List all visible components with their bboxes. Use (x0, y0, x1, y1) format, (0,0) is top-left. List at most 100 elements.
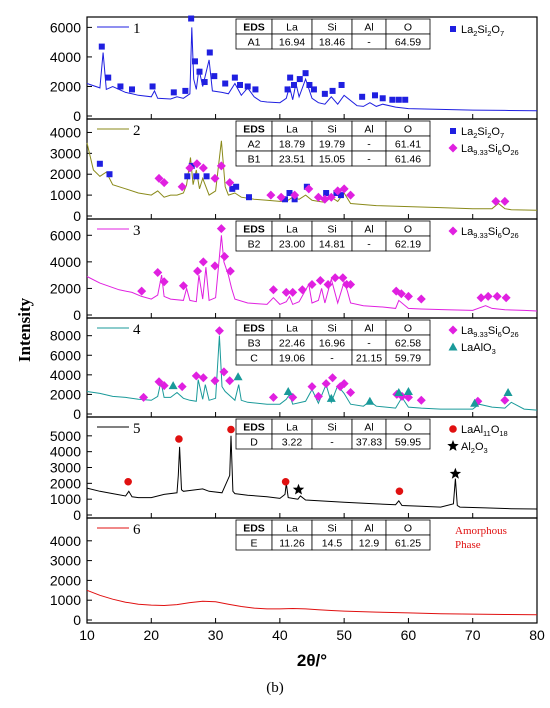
peak-marker-LaAlO3 (394, 387, 404, 396)
panel-6: 0 1000 2000 3000 4000 6 EDS La Si Al O E 11.26 14.5 12… (50, 517, 538, 628)
eds-value-cell: A2 (248, 139, 261, 151)
formula-text: O (491, 424, 500, 436)
legend-marker-La933Si6O26 (448, 226, 458, 236)
y-tick-label: 3000 (50, 145, 81, 161)
peak-marker-La933Si6O26 (216, 224, 226, 234)
series-line-4 (86, 335, 538, 411)
sample-label: 6 (133, 522, 141, 538)
y-tick-label: 4000 (50, 367, 81, 383)
eds-value-cell: 12.9 (359, 538, 380, 550)
y-tick-label: 5000 (50, 428, 81, 444)
y-tick-label: 4000 (50, 444, 81, 460)
legend-marker-La933Si6O26 (448, 325, 458, 335)
eds-header-cell: O (404, 323, 412, 335)
peak-marker-La933Si6O26 (268, 285, 278, 295)
y-tick-label: 1000 (50, 592, 81, 608)
peak-marker-La2Si2O7 (252, 86, 259, 93)
amorphous-label: Phase (455, 539, 481, 551)
eds-value-cell: - (330, 437, 334, 449)
formula-text: LaAl (461, 424, 483, 436)
peak-marker-La933Si6O26 (178, 281, 188, 291)
peak-marker-La933Si6O26 (297, 285, 307, 295)
eds-value-cell: 11.26 (279, 538, 305, 550)
peak-marker-La2Si2O7 (237, 81, 243, 88)
x-tick-label: 10 (79, 627, 95, 643)
y-tick-label: 2000 (50, 572, 81, 588)
eds-value-cell: 59.95 (395, 437, 421, 449)
peak-marker-Al2O3 (449, 467, 462, 479)
eds-value-cell: 19.06 (279, 353, 305, 365)
peak-marker-La2Si2O7 (395, 96, 402, 103)
series-line-2 (86, 140, 538, 211)
y-tick-label: 0 (73, 406, 81, 422)
formula-text: O (502, 226, 511, 238)
peak-marker-La933Si6O26 (346, 279, 356, 289)
peak-marker-La2Si2O7 (222, 80, 229, 87)
formula-text: Si (488, 226, 498, 238)
legend-marker-Al2O3 (447, 440, 459, 451)
eds-header-cell: Si (327, 22, 336, 34)
peak-marker-La2Si2O7 (244, 83, 251, 90)
eds-header-cell: Al (364, 422, 373, 434)
peak-marker-La2Si2O7 (231, 74, 238, 81)
peak-marker-La933Si6O26 (307, 279, 317, 289)
x-tick-label: 30 (208, 627, 224, 643)
formula-subscript: 3 (484, 446, 488, 455)
legend-marker-LaAl11O18 (449, 425, 457, 433)
peak-marker-La933Si6O26 (225, 376, 235, 386)
peak-marker-La933Si6O26 (177, 182, 187, 192)
peak-marker-La933Si6O26 (476, 293, 486, 303)
legend-marker-La2Si2O7 (450, 26, 456, 32)
formula-subscript: 6 (498, 330, 502, 339)
peak-marker-La2Si2O7 (188, 15, 195, 22)
y-tick-label: 2000 (50, 78, 81, 94)
peak-marker-LaAl11O18 (175, 435, 183, 443)
y-tick-label: 0 (73, 507, 81, 523)
peak-marker-La933Si6O26 (403, 291, 413, 301)
y-tick-label: 0 (73, 208, 81, 224)
peak-marker-La933Si6O26 (416, 294, 426, 304)
eds-cell (385, 349, 431, 366)
peak-marker-La933Si6O26 (500, 395, 510, 405)
peak-marker-La2Si2O7 (117, 83, 124, 90)
formula-subscript: 2 (471, 446, 475, 455)
series-line-3 (86, 235, 538, 312)
eds-header-cell: Si (327, 124, 336, 136)
peak-marker-LaAlO3 (365, 396, 375, 405)
formula-text: La (461, 143, 474, 155)
peak-marker-La2Si2O7 (98, 43, 105, 50)
eds-header-cell: O (404, 422, 412, 434)
peak-marker-La933Si6O26 (159, 277, 169, 287)
eds-value-cell: 18.46 (319, 37, 345, 49)
peak-marker-La2Si2O7 (206, 49, 213, 56)
eds-header-cell: Al (364, 124, 373, 136)
eds-header-cell: EDS (243, 323, 265, 335)
eds-value-cell: E (250, 538, 257, 550)
peak-marker-La933Si6O26 (346, 190, 356, 200)
y-tick-label: 3000 (50, 553, 81, 569)
peak-marker-La933Si6O26 (403, 392, 413, 402)
peak-marker-La933Si6O26 (193, 266, 203, 276)
sample-label: 1 (133, 21, 141, 37)
peak-marker-La933Si6O26 (288, 392, 298, 402)
peak-marker-LaAlO3 (283, 386, 293, 395)
x-tick-label: 50 (336, 627, 352, 643)
peak-marker-La933Si6O26 (288, 287, 298, 297)
peak-marker-La2Si2O7 (372, 92, 378, 99)
peak-marker-La933Si6O26 (315, 275, 325, 285)
peak-marker-La933Si6O26 (177, 382, 187, 392)
legend-label-La933Si6O26: La9.33Si6O26 (461, 143, 519, 157)
eds-header-cell: Al (364, 22, 373, 34)
formula-subscript: 9.33 (473, 148, 488, 157)
peak-marker-La2Si2O7 (306, 81, 313, 88)
formula-text: La (461, 325, 474, 337)
peak-marker-La933Si6O26 (304, 184, 314, 194)
peak-marker-La933Si6O26 (266, 190, 276, 200)
peak-marker-La2Si2O7 (129, 86, 135, 93)
peak-marker-La2Si2O7 (337, 192, 344, 199)
peak-marker-La933Si6O26 (139, 392, 149, 402)
peak-marker-La933Si6O26 (338, 273, 348, 283)
x-tick-label: 70 (465, 627, 481, 643)
eds-cell (385, 433, 431, 450)
